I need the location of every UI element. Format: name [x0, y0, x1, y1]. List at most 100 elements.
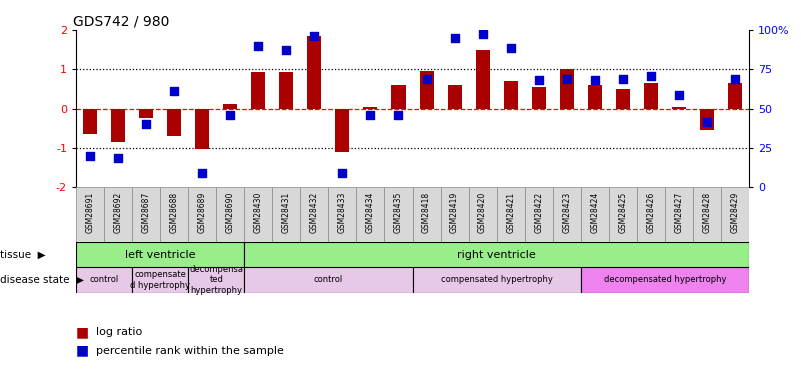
Text: compensate
d hypertrophy: compensate d hypertrophy: [131, 270, 190, 290]
Bar: [560, 69, 574, 109]
Text: GSM28434: GSM28434: [366, 192, 375, 233]
Point: [111, 155, 125, 161]
Bar: [216, 187, 244, 242]
Bar: [644, 83, 658, 109]
Point: [364, 112, 377, 118]
Bar: [356, 187, 384, 242]
Bar: [637, 187, 665, 242]
Text: GDS742 / 980: GDS742 / 980: [73, 15, 169, 29]
Point: [392, 112, 405, 118]
Bar: [420, 71, 433, 109]
Text: GSM28432: GSM28432: [310, 192, 319, 233]
Text: GSM28690: GSM28690: [226, 192, 235, 233]
Point: [476, 31, 489, 37]
Bar: [111, 109, 125, 142]
Bar: [553, 187, 581, 242]
Bar: [588, 85, 602, 109]
Bar: [252, 72, 265, 109]
Point: [532, 77, 545, 83]
Text: GSM28689: GSM28689: [198, 192, 207, 233]
Text: GSM28421: GSM28421: [506, 192, 515, 233]
Point: [195, 170, 208, 176]
Point: [449, 35, 461, 41]
Point: [421, 76, 433, 82]
Text: compensated hypertrophy: compensated hypertrophy: [441, 275, 553, 284]
Text: GSM28433: GSM28433: [338, 192, 347, 233]
Text: log ratio: log ratio: [96, 327, 143, 337]
Point: [139, 121, 152, 127]
Text: decompensated hypertrophy: decompensated hypertrophy: [604, 275, 726, 284]
Text: GSM28419: GSM28419: [450, 192, 459, 233]
Bar: [244, 267, 413, 292]
Text: GSM28420: GSM28420: [478, 192, 487, 233]
Text: GSM28428: GSM28428: [702, 192, 711, 233]
Bar: [532, 87, 545, 109]
Text: tissue  ▶: tissue ▶: [0, 250, 46, 260]
Bar: [272, 187, 300, 242]
Text: decompensa
ted
hypertrophy: decompensa ted hypertrophy: [189, 265, 244, 295]
Bar: [76, 187, 104, 242]
Bar: [672, 106, 686, 109]
Bar: [497, 187, 525, 242]
Text: GSM28423: GSM28423: [562, 192, 571, 233]
Bar: [448, 85, 461, 109]
Bar: [364, 107, 377, 109]
Text: GSM28687: GSM28687: [142, 192, 151, 233]
Point: [672, 92, 685, 98]
Text: GSM28431: GSM28431: [282, 192, 291, 233]
Bar: [76, 267, 132, 292]
Text: GSM28429: GSM28429: [731, 192, 739, 233]
Text: disease state  ▶: disease state ▶: [0, 275, 84, 285]
Text: right ventricle: right ventricle: [457, 250, 536, 260]
Point: [588, 77, 601, 83]
Text: control: control: [314, 275, 343, 284]
Bar: [328, 187, 356, 242]
Bar: [104, 187, 132, 242]
Bar: [525, 187, 553, 242]
Bar: [244, 242, 749, 267]
Bar: [132, 267, 188, 292]
Bar: [413, 187, 441, 242]
Bar: [392, 85, 405, 109]
Text: GSM28418: GSM28418: [422, 192, 431, 233]
Bar: [132, 187, 160, 242]
Point: [336, 170, 349, 176]
Bar: [336, 109, 349, 152]
Text: GSM28688: GSM28688: [170, 192, 179, 233]
Bar: [413, 267, 581, 292]
Bar: [244, 187, 272, 242]
Text: ■: ■: [76, 344, 89, 358]
Bar: [308, 36, 321, 109]
Text: percentile rank within the sample: percentile rank within the sample: [96, 346, 284, 355]
Bar: [581, 187, 609, 242]
Text: control: control: [90, 275, 119, 284]
Text: GSM28430: GSM28430: [254, 192, 263, 233]
Bar: [83, 109, 97, 134]
Bar: [693, 187, 721, 242]
Point: [308, 33, 320, 39]
Point: [728, 76, 741, 82]
Bar: [700, 109, 714, 130]
Bar: [280, 72, 293, 109]
Bar: [188, 267, 244, 292]
Point: [700, 119, 713, 125]
Bar: [441, 187, 469, 242]
Point: [84, 153, 96, 159]
Text: GSM28427: GSM28427: [674, 192, 683, 233]
Bar: [609, 187, 637, 242]
Point: [224, 112, 237, 118]
Bar: [188, 187, 216, 242]
Text: GSM28422: GSM28422: [534, 192, 543, 233]
Text: GSM28435: GSM28435: [394, 192, 403, 233]
Bar: [665, 187, 693, 242]
Text: GSM28424: GSM28424: [590, 192, 599, 233]
Point: [644, 74, 657, 80]
Bar: [167, 109, 181, 136]
Bar: [581, 267, 749, 292]
Text: GSM28691: GSM28691: [86, 192, 95, 233]
Point: [280, 46, 293, 53]
Text: GSM28425: GSM28425: [618, 192, 627, 233]
Bar: [728, 83, 742, 109]
Bar: [384, 187, 413, 242]
Bar: [616, 89, 630, 109]
